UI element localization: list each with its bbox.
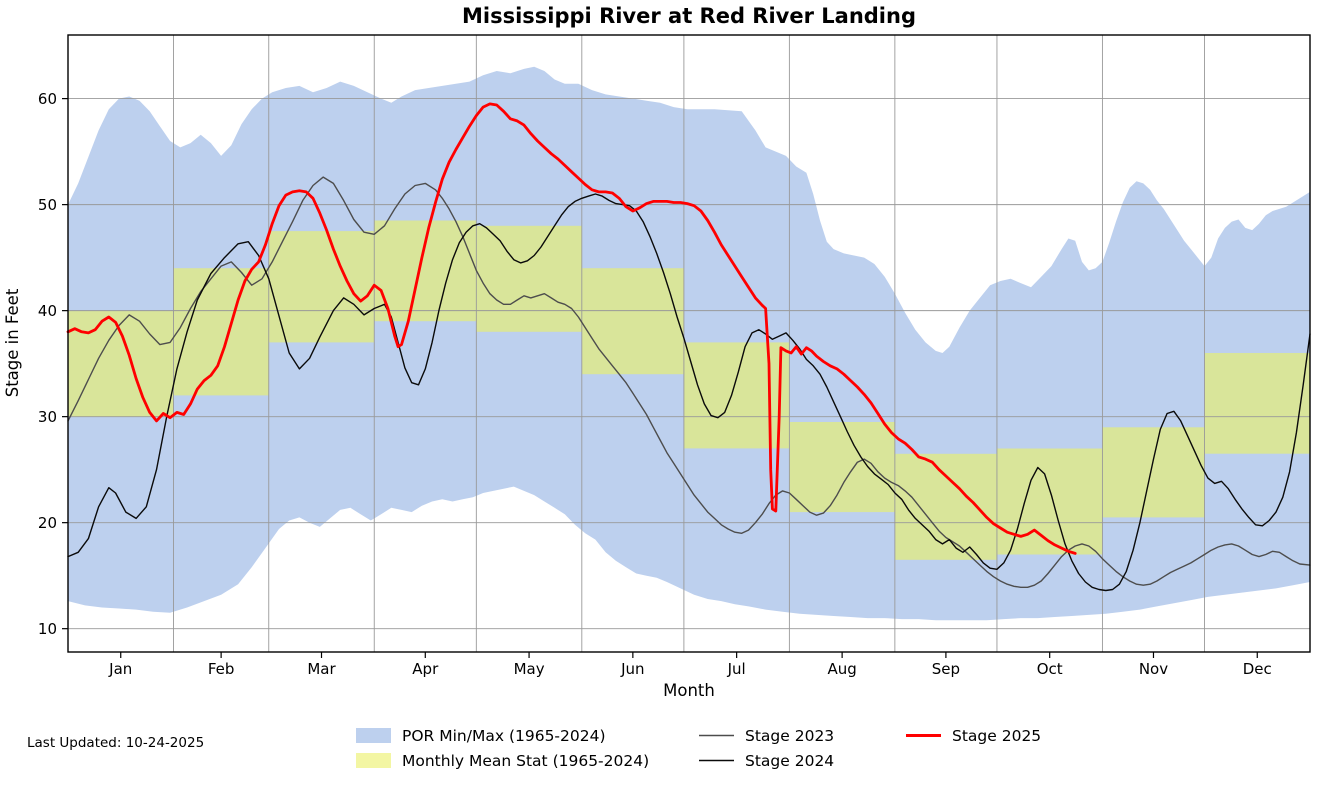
monthly-mean-box-dec: [1204, 353, 1310, 454]
y-tick-label: 10: [38, 620, 57, 638]
x-axis-label: Month: [663, 681, 715, 700]
y-tick-label: 60: [38, 90, 57, 108]
monthly-mean-box-feb: [173, 268, 269, 396]
legend-label-stage-2024: Stage 2024: [745, 752, 834, 770]
monthly-mean-box-jan: [68, 310, 174, 417]
x-tick-label: Jun: [620, 660, 644, 678]
x-tick-label: Jan: [108, 660, 132, 678]
monthly-mean-box-mar: [268, 231, 375, 343]
line-stage-2024: [67, 193, 1311, 592]
x-tick-label: Nov: [1139, 660, 1168, 678]
legend-label-por: POR Min/Max (1965-2024): [402, 727, 606, 745]
y-axis-label: Stage in Feet: [3, 288, 22, 397]
y-tick-label: 20: [38, 514, 57, 532]
monthly-mean-box-may: [476, 225, 582, 332]
x-tick-label: Sep: [932, 660, 960, 678]
x-tick-label: Oct: [1037, 660, 1063, 678]
monthly-mean-box-jul: [683, 342, 790, 449]
legend-swatch-por: [356, 728, 391, 743]
plot-border: [67, 34, 1311, 653]
legend-label-stage-2023: Stage 2023: [745, 727, 834, 745]
chart-title: Mississippi River at Red River Landing: [462, 4, 916, 28]
monthly-mean-box-sep: [894, 453, 997, 560]
x-tick-label: Aug: [827, 660, 856, 678]
monthly-mean-box-jun: [581, 268, 684, 375]
x-tick-label: May: [514, 660, 545, 678]
x-tick-label: Mar: [307, 660, 336, 678]
legend-swatch-monthly-mean: [356, 753, 391, 768]
legend-label-monthly-mean: Monthly Mean Stat (1965-2024): [402, 752, 649, 770]
monthly-mean-box-nov: [1102, 427, 1205, 518]
monthly-mean-box-apr: [374, 220, 477, 322]
legend: POR Min/Max (1965-2024) Monthly Mean Sta…: [356, 727, 1041, 770]
y-tick-label: 50: [38, 196, 57, 214]
last-updated: Last Updated: 10-24-2025: [27, 735, 204, 751]
y-tick-label: 30: [38, 408, 57, 426]
plot-area: 10 20 30 40 50 60 Jan Feb Mar Apr May Jun Jul Aug Sep O…: [38, 34, 1311, 678]
x-tick-label: Apr: [412, 660, 439, 678]
line-stage-2025: [66, 102, 1077, 555]
y-tick-label: 40: [38, 302, 57, 320]
monthly-mean-box-oct: [996, 448, 1103, 555]
x-tick-label: Dec: [1243, 660, 1272, 678]
x-tick-label: Feb: [208, 660, 235, 678]
monthly-mean-box-aug: [789, 422, 895, 513]
line-stage-2023: [67, 176, 1311, 588]
x-tick-label: Jul: [727, 660, 746, 678]
legend-label-stage-2025: Stage 2025: [952, 727, 1041, 745]
